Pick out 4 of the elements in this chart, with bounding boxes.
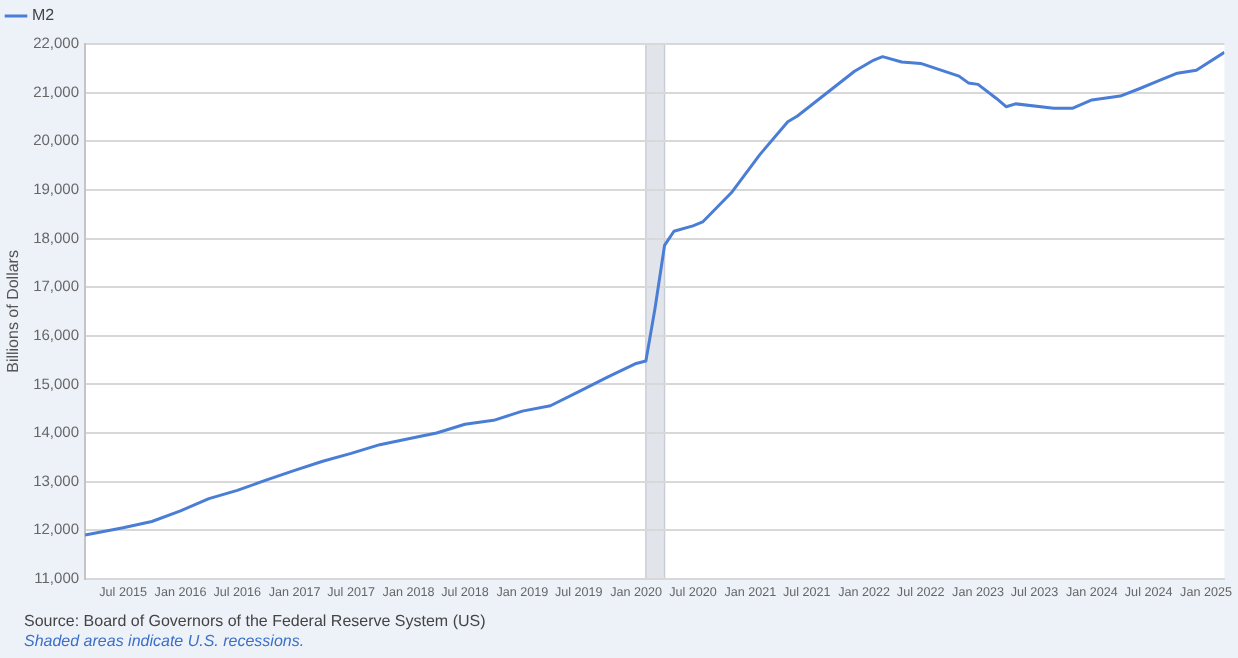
text: Shaded areas indicate U.S. recessions. <box>24 632 307 652</box>
y-axis-title: Billions of Dollars <box>4 250 23 373</box>
source-note: Source: Board of Governors of the Federal Reserve System (US) <box>24 612 488 632</box>
legend-label: M2 <box>32 6 56 25</box>
